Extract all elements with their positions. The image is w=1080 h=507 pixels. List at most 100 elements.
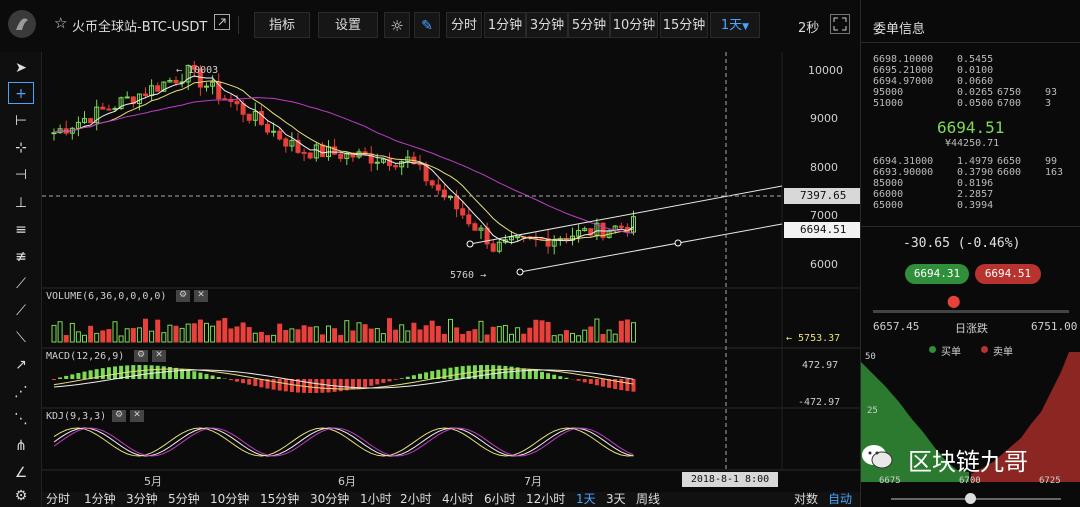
bid-row[interactable]: 65000 0.3994 [873,200,1073,211]
ask-row[interactable]: 6698.10000 0.5455 [873,54,1073,65]
volume-bar [228,328,234,343]
horizontal-line-icon[interactable]: ⊹ [15,140,27,156]
price-channel-icon[interactable]: ≡ [15,222,27,238]
bid-row[interactable]: 85000 0.8196 [873,178,1073,189]
tf-4[interactable]: 10分钟 [610,12,658,38]
candle [143,93,148,96]
candle [618,225,624,228]
settings-gear-icon[interactable]: ⚙ [14,488,28,504]
ask-price-button[interactable]: 6694.51 [975,264,1041,284]
kdj-close-icon[interactable]: ✕ [130,410,144,422]
period-item[interactable]: 6小时 [484,492,516,506]
fib-retrace-icon[interactable]: ⋱ [14,411,28,427]
macd-bar [326,379,331,393]
fullscreen-icon[interactable] [830,14,850,34]
refresh-interval[interactable]: 2秒 [798,21,820,36]
indicator-button[interactable]: 指标 [254,12,310,38]
ray-line-icon[interactable]: ⊣ [14,167,28,183]
volume-bar [307,326,313,343]
depth-slider-knob[interactable] [965,493,976,504]
macd-bar [204,374,209,379]
pitchfork-icon[interactable]: ⋔ [15,438,27,454]
period-item[interactable]: 周线 [636,492,661,506]
volume-bar [295,329,301,343]
macd-bar [216,377,221,379]
fib-fan-icon[interactable]: ⟍ [16,330,26,346]
crosshair-date-tag: 2018-8-1 8:00 [682,472,778,487]
tf-3[interactable]: 5分钟 [568,12,610,38]
period-item[interactable]: 4小时 [442,492,474,506]
parallel-lines-icon[interactable]: ≢ [15,249,27,265]
period-item[interactable]: 2小时 [400,492,432,506]
bid-row[interactable]: 6693.90000 0.3790 6600 163 [873,167,1073,178]
macd-settings-icon[interactable]: ⚙ [134,350,148,362]
open-external-icon[interactable] [214,14,230,30]
depth-x-label: 6675 [879,476,901,486]
bid-row[interactable]: 66000 2.2857 [873,189,1073,200]
volume-bar [576,335,582,343]
kdj-settings-icon[interactable]: ⚙ [112,410,126,422]
period-item[interactable]: 分时 [46,492,71,506]
volume-bar [63,335,69,343]
trend-line-icon[interactable]: ⟋ [16,276,26,292]
theme-sun-icon[interactable]: ☼ [384,12,410,38]
tf-5[interactable]: 15分钟 [660,12,708,38]
tf-1[interactable]: 1分钟 [484,12,526,38]
volume-bar [521,333,527,343]
bid-price-button[interactable]: 6694.31 [905,264,969,284]
macd-bar [106,367,111,379]
period-item[interactable]: 5分钟 [168,492,200,506]
volume-bar [509,333,514,343]
volume-settings-icon[interactable]: ⚙ [176,290,190,302]
volume-bar [606,329,612,343]
tf-2[interactable]: 3分钟 [526,12,568,38]
volume-bar [612,333,618,343]
period-item[interactable]: 3分钟 [126,492,158,506]
volume-close-icon[interactable]: ✕ [194,290,208,302]
crosshair-icon[interactable]: + [8,82,34,104]
favorite-star-icon[interactable]: ☆ [54,14,68,32]
symbol-name[interactable]: 火币全球站-BTC-USDT [72,20,208,35]
log-scale-toggle[interactable]: 对数 [794,492,819,506]
period-item[interactable]: 10分钟 [210,492,250,506]
bid-row[interactable]: 6694.31000 1.4979 6650 99 [873,156,1073,167]
chart-canvas[interactable] [42,52,860,492]
candle [399,161,405,168]
auto-scale-toggle[interactable]: 自动 [828,492,853,506]
cursor-arrow-icon[interactable]: ➤ [15,60,27,76]
period-item[interactable]: 1小时 [360,492,392,506]
period-item[interactable]: 1分钟 [84,492,116,506]
ask-row[interactable]: 51000 0.0500 6700 3 [873,98,1073,109]
arrow-line-icon[interactable]: ↗ [15,357,27,373]
macd-close-icon[interactable]: ✕ [152,350,166,362]
macd-bar [247,379,252,385]
buy-legend: 买单 [941,347,961,358]
segment-line-icon[interactable]: ⊢ [14,113,28,129]
macd-bar [186,370,191,379]
depth-slider-track[interactable] [891,498,1061,500]
gann-fan-icon[interactable]: ⋰ [14,384,28,400]
period-item[interactable]: 30分钟 [310,492,350,506]
period-item[interactable]: 3天 [606,492,626,506]
period-item-selected[interactable]: 1天 [576,492,596,506]
measure-icon[interactable]: ∠ [14,465,28,481]
ask-row[interactable]: 6695.21000 0.0100 [873,65,1073,76]
ask-cell: 6700 [997,98,1022,109]
draw-pencil-icon[interactable]: ✎ [414,12,440,38]
settings-button[interactable]: 设置 [318,12,378,38]
ask-row[interactable]: 6694.97000 0.0660 [873,76,1073,87]
timeframe-select[interactable]: 1天▼ [710,12,760,38]
trend-angle-icon[interactable]: ⟋ [16,303,26,319]
candle [429,180,435,186]
kline-chart[interactable]: 10000 9000 8000 7000 6000 ← 10003 5760 →… [42,52,860,492]
candle [466,214,472,225]
ask-row[interactable]: 95000 0.0265 6750 93 [873,87,1073,98]
volume-bar [405,330,411,343]
candle [393,165,399,168]
depth-chart[interactable] [861,352,1080,482]
vertical-line-icon[interactable]: ⊥ [14,195,28,211]
candle [112,107,118,110]
tf-0[interactable]: 分时 [446,12,482,38]
period-item[interactable]: 15分钟 [260,492,300,506]
period-item[interactable]: 12小时 [526,492,566,506]
